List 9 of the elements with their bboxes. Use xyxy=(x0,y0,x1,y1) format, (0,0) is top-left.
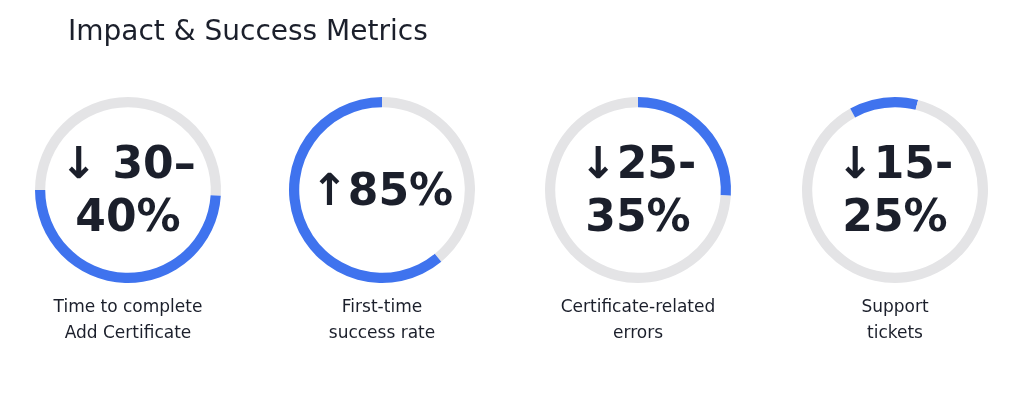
text: Support tickets xyxy=(860,295,930,344)
text: Certificate-related errors xyxy=(559,295,717,344)
text: ↑85% xyxy=(309,162,455,217)
text: ↓15-25% xyxy=(835,136,955,243)
chart-title: Impact & Success Metrics xyxy=(68,14,428,47)
text: Time to complete Add Certificate xyxy=(52,295,204,344)
text: ↓25-35% xyxy=(578,136,698,243)
text: ↓ 30–40% xyxy=(59,136,197,243)
text: First-time success rate xyxy=(327,295,437,344)
